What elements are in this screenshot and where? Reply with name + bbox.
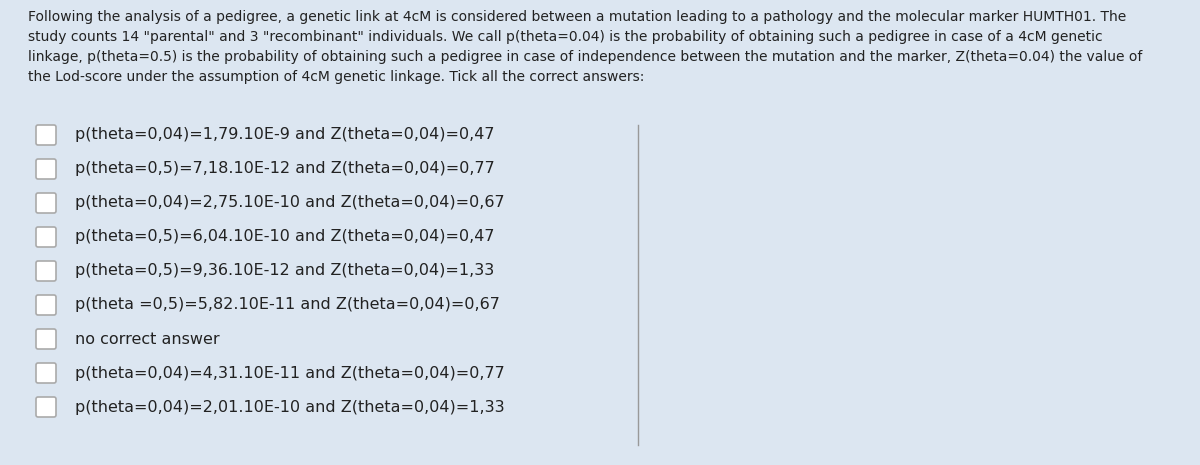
Text: the Lod-score under the assumption of 4cM genetic linkage. Tick all the correct : the Lod-score under the assumption of 4c… — [28, 70, 644, 84]
Text: no correct answer: no correct answer — [74, 332, 220, 346]
Text: p(theta=0,04)=1,79.10E-9 and Z(theta=0,04)=0,47: p(theta=0,04)=1,79.10E-9 and Z(theta=0,0… — [74, 127, 494, 142]
Text: study counts 14 "parental" and 3 "recombinant" individuals. We call p(theta=0.04: study counts 14 "parental" and 3 "recomb… — [28, 30, 1103, 44]
FancyBboxPatch shape — [36, 227, 56, 247]
Text: p(theta=0,5)=6,04.10E-10 and Z(theta=0,04)=0,47: p(theta=0,5)=6,04.10E-10 and Z(theta=0,0… — [74, 230, 494, 245]
Text: p(theta=0,04)=2,75.10E-10 and Z(theta=0,04)=0,67: p(theta=0,04)=2,75.10E-10 and Z(theta=0,… — [74, 195, 505, 211]
FancyBboxPatch shape — [36, 329, 56, 349]
FancyBboxPatch shape — [13, 6, 1187, 459]
FancyBboxPatch shape — [36, 397, 56, 417]
FancyBboxPatch shape — [36, 261, 56, 281]
FancyBboxPatch shape — [36, 125, 56, 145]
Text: p(theta=0,5)=9,36.10E-12 and Z(theta=0,04)=1,33: p(theta=0,5)=9,36.10E-12 and Z(theta=0,0… — [74, 264, 494, 279]
FancyBboxPatch shape — [36, 295, 56, 315]
FancyBboxPatch shape — [36, 193, 56, 213]
FancyBboxPatch shape — [36, 363, 56, 383]
Text: p(theta =0,5)=5,82.10E-11 and Z(theta=0,04)=0,67: p(theta =0,5)=5,82.10E-11 and Z(theta=0,… — [74, 298, 500, 312]
Text: linkage, p(theta=0.5) is the probability of obtaining such a pedigree in case of: linkage, p(theta=0.5) is the probability… — [28, 50, 1142, 64]
Text: p(theta=0,5)=7,18.10E-12 and Z(theta=0,04)=0,77: p(theta=0,5)=7,18.10E-12 and Z(theta=0,0… — [74, 161, 494, 177]
Text: Following the analysis of a pedigree, a genetic link at 4cM is considered betwee: Following the analysis of a pedigree, a … — [28, 10, 1127, 24]
Text: p(theta=0,04)=2,01.10E-10 and Z(theta=0,04)=1,33: p(theta=0,04)=2,01.10E-10 and Z(theta=0,… — [74, 399, 505, 414]
FancyBboxPatch shape — [36, 159, 56, 179]
Text: p(theta=0,04)=4,31.10E-11 and Z(theta=0,04)=0,77: p(theta=0,04)=4,31.10E-11 and Z(theta=0,… — [74, 365, 505, 380]
